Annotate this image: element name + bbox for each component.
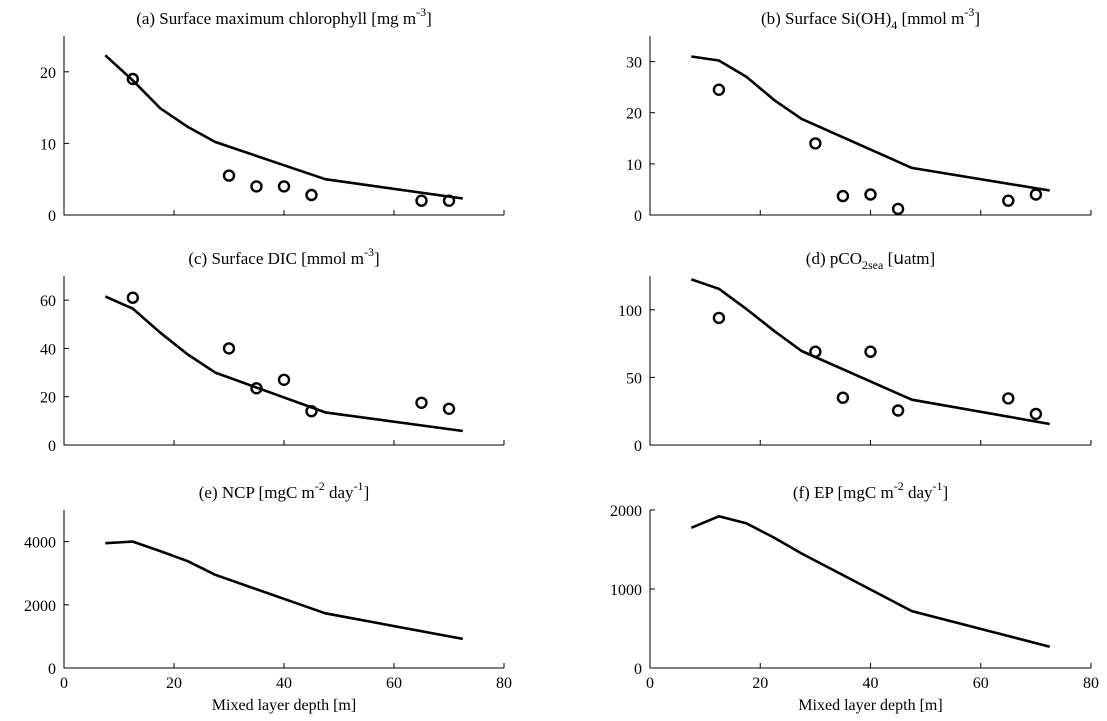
x-tick-label: 80 <box>496 675 512 692</box>
model-line <box>104 295 463 433</box>
observation-point <box>864 188 877 201</box>
panel-f: (f) EP [mgC m-2 day-1] 0 1000 2000 0 20 40 60 80… <box>610 479 1099 714</box>
panel-title: (a) Surface maximum chlorophyll [mg m-3] <box>136 5 432 28</box>
observation-point <box>809 137 822 150</box>
axis-lines <box>63 36 504 216</box>
model-line <box>690 278 1050 426</box>
y-tick-label: 1000 <box>610 582 642 599</box>
y-tick-label: 20 <box>626 106 642 123</box>
panel-d: (d) pCO2sea [uatm] 0 50 100 <box>618 249 1092 455</box>
y-tick-label: 0 <box>48 438 56 455</box>
y-tick-label: 4000 <box>24 535 56 552</box>
observation-point <box>1002 392 1015 405</box>
y-tick-label: 50 <box>626 370 642 387</box>
observation-point <box>126 291 140 304</box>
observation-point <box>305 188 318 202</box>
y-tick-label: 2000 <box>610 503 642 520</box>
axis-lines <box>649 36 1091 216</box>
observation-point <box>712 311 726 325</box>
observation-point <box>305 405 318 418</box>
observation-point <box>442 194 456 207</box>
y-tick-label: 10 <box>40 136 56 153</box>
y-tick-label: 20 <box>40 65 56 82</box>
model-line <box>690 515 1051 648</box>
x-axis-label: Mixed layer depth [m] <box>212 697 356 714</box>
axis-lines <box>63 510 504 669</box>
observation-point <box>250 382 263 395</box>
observation-point <box>891 202 905 216</box>
y-tick-label: 0 <box>48 208 56 225</box>
x-tick-label: 60 <box>973 675 989 692</box>
panel-a: (a) Surface maximum chlorophyll [mg m-3]… <box>40 5 505 225</box>
y-tick-label: 100 <box>618 303 642 320</box>
model-line <box>104 54 463 200</box>
x-axis-label: Mixed layer depth [m] <box>798 697 942 714</box>
observation-point <box>864 345 877 358</box>
x-tick-label: 40 <box>276 675 292 692</box>
observation-point <box>415 194 428 207</box>
observation-point <box>891 404 905 417</box>
observation-point <box>836 391 850 404</box>
observation-point <box>126 72 140 86</box>
x-tick-label: 60 <box>386 675 402 692</box>
observation-point <box>1029 188 1043 201</box>
model-line <box>691 55 1050 192</box>
observation-point <box>809 345 822 358</box>
observation-point <box>836 189 850 203</box>
y-tick-label: 60 <box>40 293 56 310</box>
panel-title: (e) NCP [mgC m-2 day-1] <box>199 479 369 502</box>
observation-point <box>222 169 236 182</box>
observation-point <box>250 180 263 193</box>
observation-point <box>277 180 291 193</box>
x-tick-label: 80 <box>1083 675 1099 692</box>
panel-title: (d) pCO2sea [uatm] <box>806 249 935 272</box>
y-tick-label: 10 <box>626 157 642 174</box>
y-tick-label: 30 <box>626 55 642 72</box>
panel-title: (c) Surface DIC [mmol m-3] <box>188 245 379 268</box>
y-tick-label: 0 <box>634 438 642 455</box>
observation-point <box>1002 194 1015 207</box>
observation-point <box>415 396 428 409</box>
observation-point <box>277 373 291 386</box>
observation-point <box>442 402 456 415</box>
model-line <box>105 540 464 641</box>
panel-e: (e) NCP [mgC m-2 day-1] 0 2000 4000 0 20 40 60 8… <box>24 479 512 714</box>
x-tick-label: 20 <box>166 675 182 692</box>
x-tick-label: 0 <box>60 675 68 692</box>
observation-point <box>222 342 236 355</box>
panel-title: (b) Surface Si(OH)4 [mmol m-3] <box>761 5 980 32</box>
y-tick-label: 2000 <box>24 598 56 615</box>
observation-point <box>712 83 726 96</box>
y-tick-label: 0 <box>634 208 642 225</box>
y-tick-label: 0 <box>634 661 642 678</box>
panel-c: (c) Surface DIC [mmol m-3] 0 20 40 60 <box>40 245 505 455</box>
x-tick-label: 20 <box>752 675 768 692</box>
panel-b: (b) Surface Si(OH)4 [mmol m-3] 0 10 20 30 <box>626 5 1092 225</box>
y-tick-label: 20 <box>40 390 56 407</box>
x-tick-label: 40 <box>863 675 879 692</box>
x-tick-label: 0 <box>646 675 654 692</box>
y-tick-label: 40 <box>40 341 56 358</box>
observation-point <box>1029 407 1043 421</box>
panel-title: (f) EP [mgC m-2 day-1] <box>793 479 948 502</box>
y-tick-label: 0 <box>48 661 56 678</box>
